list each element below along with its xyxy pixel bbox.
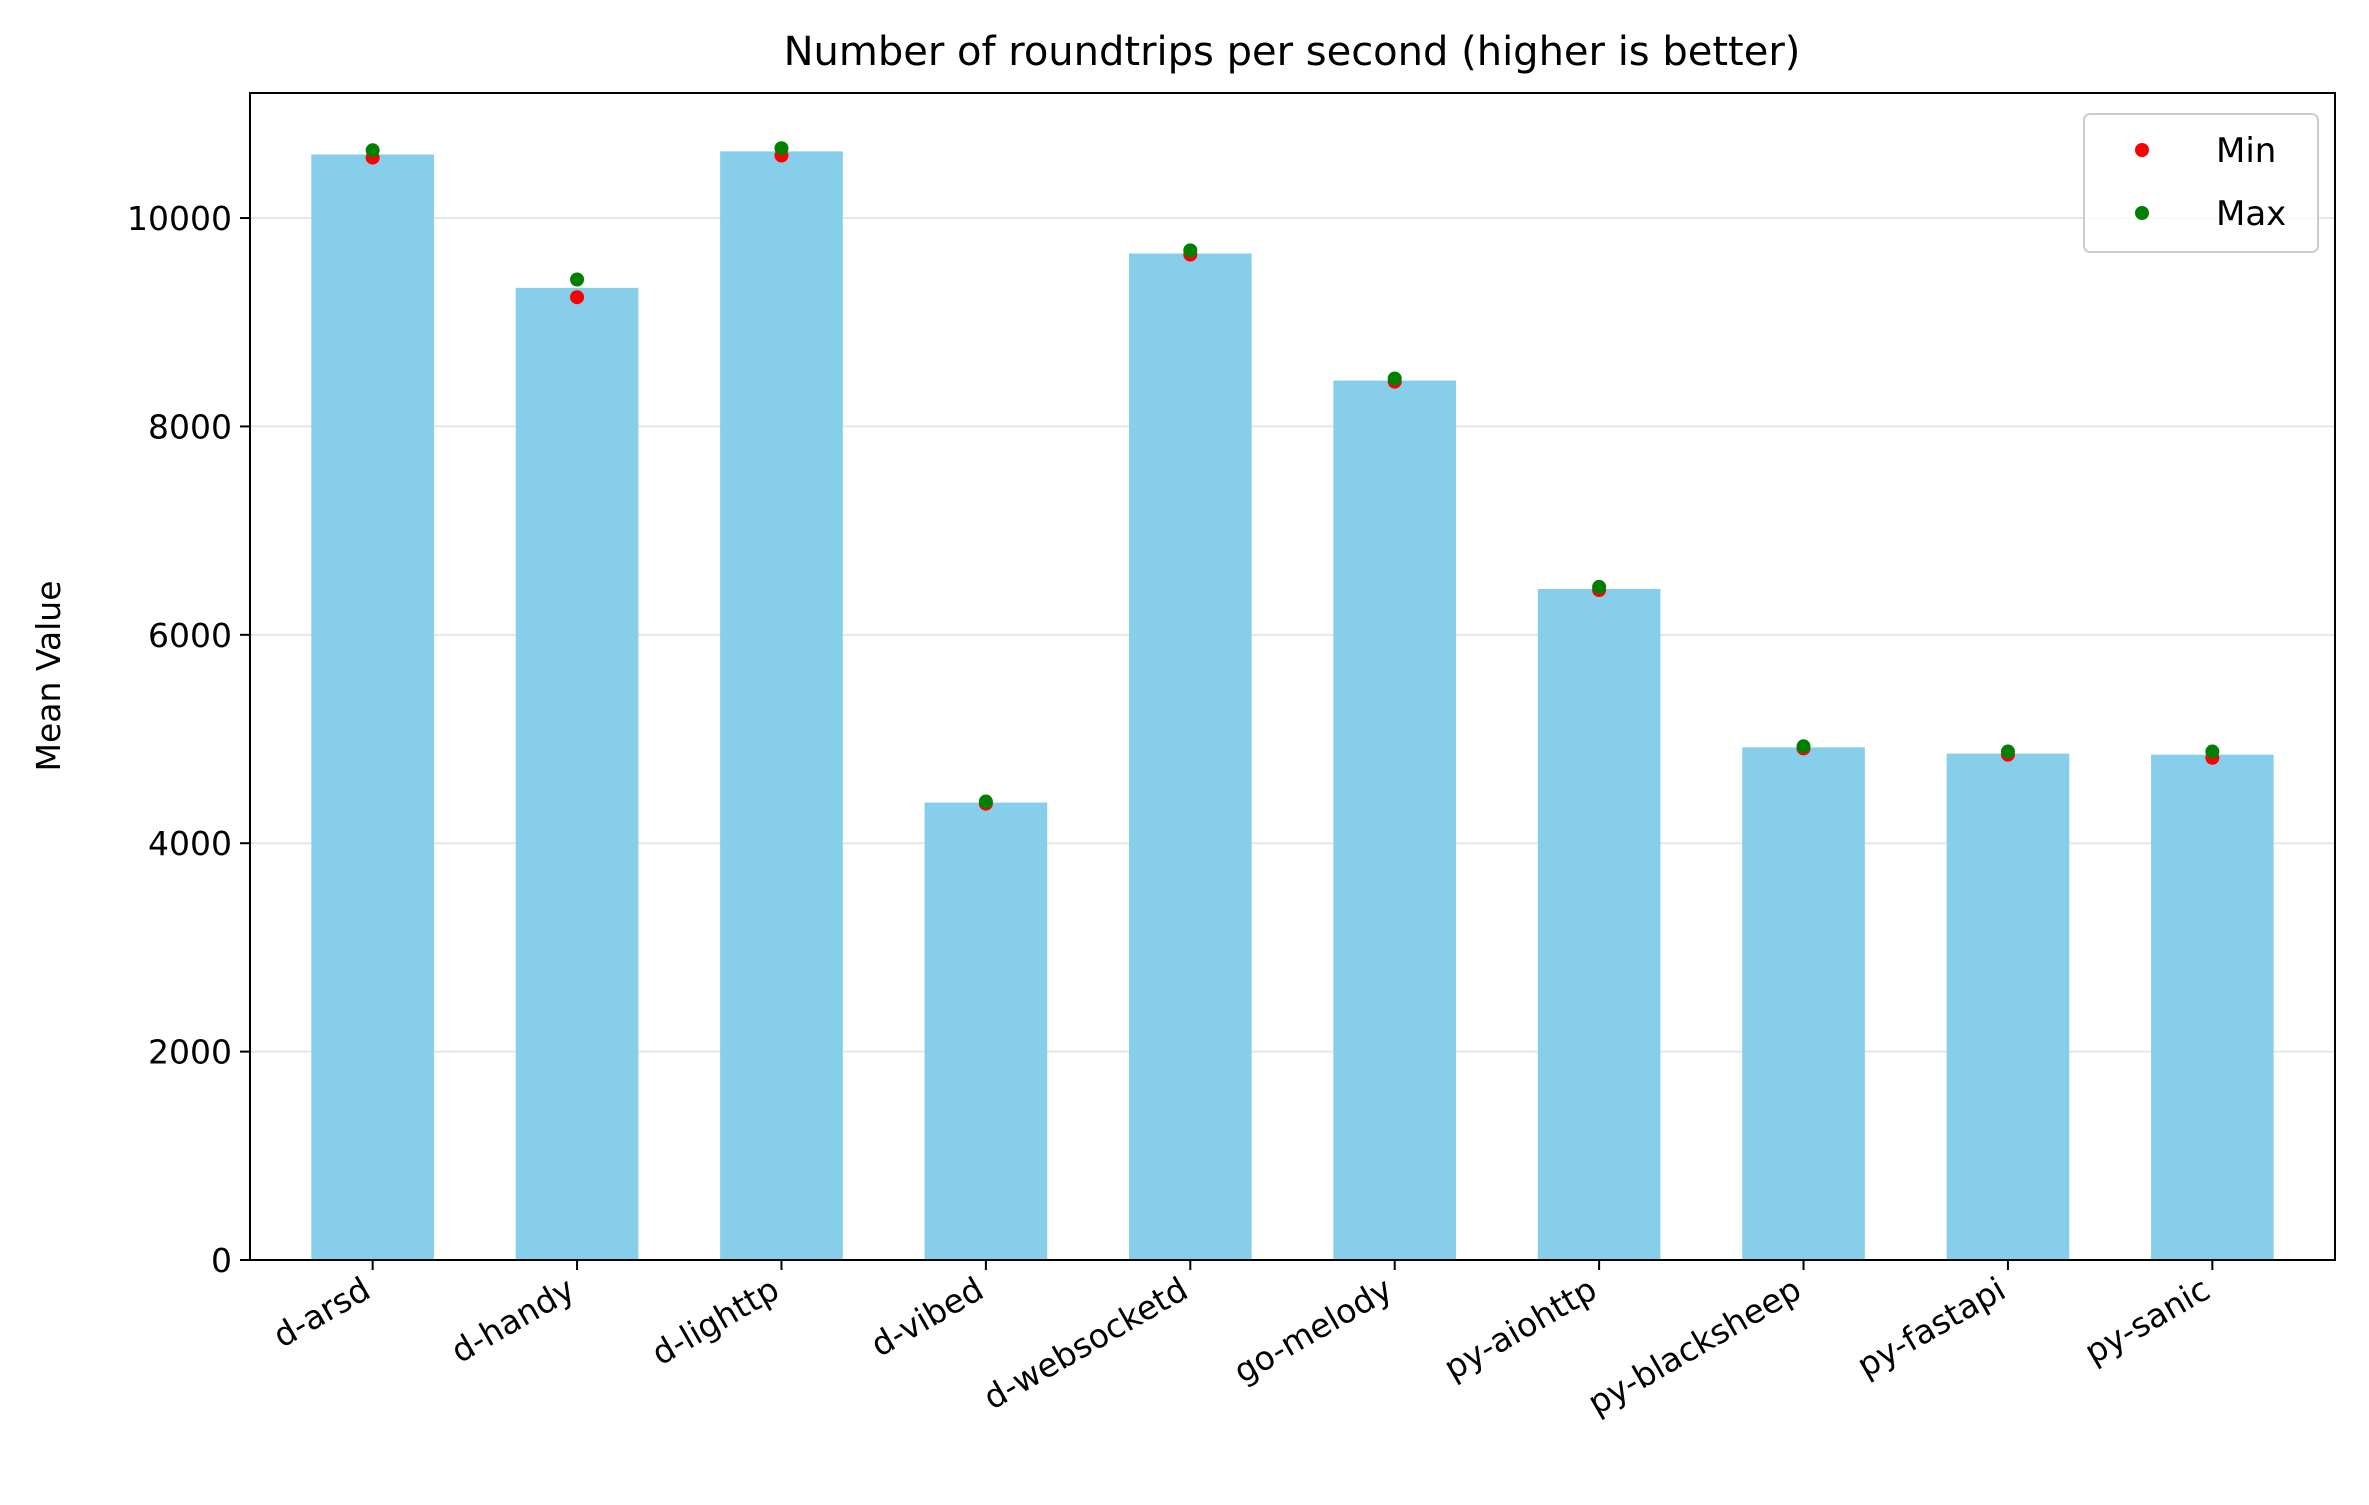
plot-frame — [249, 92, 2336, 1261]
min-point-d-handy — [570, 290, 585, 305]
y-tick-label: 10000 — [127, 199, 232, 238]
max-point-go-melody — [1387, 371, 1402, 386]
bar-py-fastapi — [1946, 753, 2070, 1260]
x-tick-label-py-fastapi: py-fastapi — [1850, 1269, 2012, 1385]
x-tick-label-d-lighttp: d-lighttp — [645, 1269, 786, 1373]
bar-d-websocketd — [1128, 253, 1252, 1260]
max-point-py-fastapi — [2000, 744, 2015, 759]
max-point-d-vibed — [978, 794, 993, 809]
legend: Min Max — [2083, 113, 2319, 253]
max-point-py-sanic — [2205, 744, 2220, 759]
x-tick-label-go-melody: go-melody — [1227, 1269, 1399, 1391]
legend-max-marker — [2135, 206, 2149, 220]
x-tick-label-py-sanic: py-sanic — [2078, 1269, 2217, 1372]
max-point-d-lighttp — [774, 141, 789, 156]
markers — [365, 141, 2220, 811]
max-point-py-aiohttp — [1592, 579, 1607, 594]
bar-d-arsd — [311, 154, 434, 1261]
x-tick-label-d-vibed: d-vibed — [864, 1269, 990, 1364]
bars — [311, 151, 2274, 1261]
bar-py-blacksheep — [1742, 747, 1865, 1260]
max-point-d-arsd — [365, 143, 380, 158]
legend-min-label: Min — [2216, 131, 2276, 171]
bar-py-aiohttp — [1537, 588, 1661, 1260]
bar-d-lighttp — [720, 151, 843, 1261]
x-tick-label-py-aiohttp: py-aiohttp — [1437, 1269, 1603, 1387]
y-axis: 0 2000 4000 6000 8000 10000 — [127, 199, 250, 1280]
y-tick-label: 0 — [211, 1241, 232, 1280]
x-tick-label-d-handy: d-handy — [444, 1269, 581, 1370]
y-tick-label: 2000 — [148, 1033, 232, 1072]
bar-go-melody — [1333, 380, 1457, 1260]
y-tick-label: 6000 — [148, 616, 232, 655]
x-tick-label-py-blacksheep: py-blacksheep — [1581, 1269, 1808, 1422]
max-point-py-blacksheep — [1796, 739, 1811, 754]
legend-min-marker — [2135, 143, 2149, 157]
bar-d-vibed — [924, 802, 1048, 1260]
chart-title: Number of roundtrips per second (higher … — [784, 29, 1801, 75]
y-axis-label: Mean Value — [29, 580, 68, 771]
bar-py-sanic — [2151, 754, 2274, 1260]
max-point-d-handy — [570, 272, 585, 287]
max-point-d-websocketd — [1183, 243, 1198, 258]
x-tick-label-d-websocketd: d-websocketd — [977, 1269, 1195, 1417]
legend-max-label: Max — [2216, 194, 2286, 234]
y-tick-label: 8000 — [148, 407, 232, 446]
x-tick-label-d-arsd: d-arsd — [266, 1269, 376, 1355]
bar-d-handy — [515, 287, 639, 1261]
x-axis: d-arsd d-handy d-lighttp d-vibedd-websocket… — [266, 1260, 2216, 1422]
y-tick-label: 4000 — [148, 824, 232, 863]
